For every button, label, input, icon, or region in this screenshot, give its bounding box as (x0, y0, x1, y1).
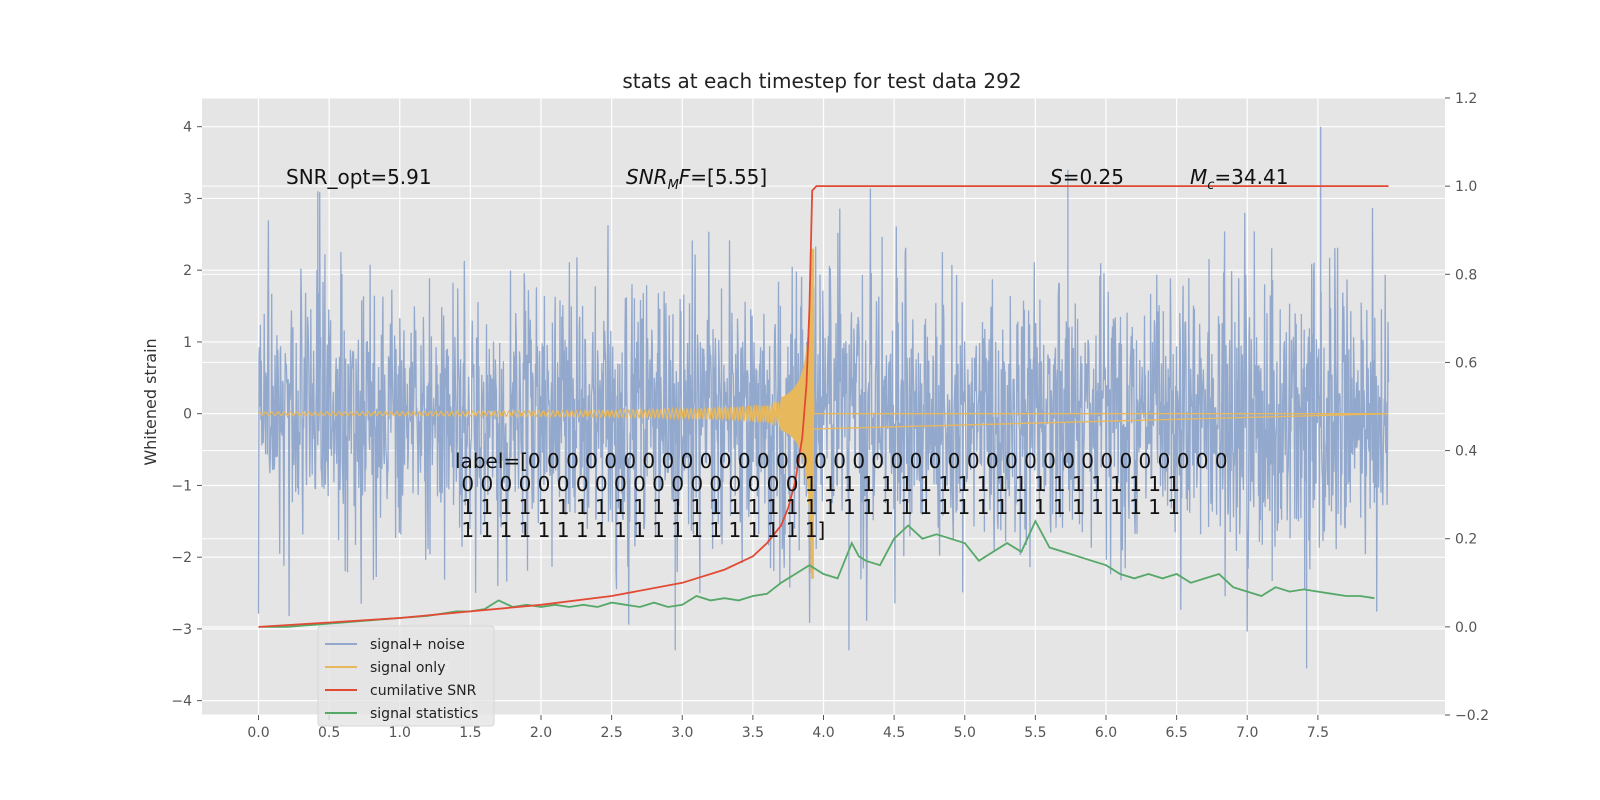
annotation-s-name: S (1050, 165, 1063, 189)
label-line-2: 0 0 0 0 0 0 0 0 0 0 0 0 0 0 0 0 0 0 1 1 … (455, 472, 1180, 496)
legend-label-signal-only: signal only (370, 660, 445, 676)
x-tick-label-0: 0.0 (247, 725, 269, 741)
y-axis-label: Whitened strain (141, 338, 160, 465)
annotation-s-value: =0.25 (1063, 165, 1124, 189)
x-tick-label-12: 6.0 (1095, 725, 1117, 741)
x-tick-label-14: 7.0 (1236, 725, 1258, 741)
line-cumulative-snr (258, 185, 1389, 628)
x-tick-label-6: 3.0 (671, 725, 693, 741)
legend-label-signal-noise: signal+ noise (370, 637, 465, 653)
y2-tick-label-1: 0.0 (1455, 620, 1477, 636)
annotation-snr-mf: SNRMF=[5.55] (626, 165, 767, 193)
legend-box (317, 625, 495, 727)
series-signal-only (258, 248, 1389, 579)
x-tick-label-13: 6.5 (1165, 725, 1187, 741)
y-tick-label-6: 2 (183, 263, 192, 279)
x-tick-label-8: 4.0 (812, 725, 834, 741)
label-line-3: 1 1 1 1 1 1 1 1 1 1 1 1 1 1 1 1 1 1 1 1 … (455, 495, 1180, 519)
y-tick-label-7: 3 (183, 191, 192, 207)
annotation-mc-value: =34.41 (1214, 165, 1288, 189)
x-tick-label-1: 0.5 (318, 725, 340, 741)
y-tick-label-1: −3 (171, 622, 192, 638)
annotation-mc-name: M (1190, 165, 1207, 189)
annotation-s: S=0.25 (1050, 165, 1124, 189)
x-tick-label-5: 2.5 (600, 725, 622, 741)
x-tick-label-2: 1.0 (389, 725, 411, 741)
annotation-mc-sub: c (1207, 178, 1214, 193)
x-tick-label-7: 3.5 (742, 725, 764, 741)
y-tick-label-2: −2 (171, 550, 192, 566)
label-annotation: label=[0 0 0 0 0 0 0 0 0 0 0 0 0 0 0 0 0… (455, 449, 1228, 542)
series-cumulative-snr (258, 185, 1389, 628)
y2-tick-label-2: 0.2 (1455, 532, 1477, 548)
x-tick-label-9: 4.5 (883, 725, 905, 741)
annotation-snr-mf-name: SNR (626, 165, 668, 189)
y2-tick-label-4: 0.6 (1455, 355, 1477, 371)
x-tick-label-15: 7.5 (1307, 725, 1329, 741)
line-signal-only (258, 248, 1389, 579)
y2-tick-label-3: 0.4 (1455, 444, 1477, 460)
series-signal-noise (257, 126, 1390, 669)
x-tick-label-10: 5.0 (954, 725, 976, 741)
legend-label-cumulative-snr: cumilative SNR (370, 683, 477, 699)
y-tick-label-5: 1 (183, 335, 192, 351)
x-tick-label-3: 1.5 (459, 725, 481, 741)
y2-tick-label-7: 1.2 (1455, 91, 1477, 107)
legend-faint-text: ise (430, 657, 450, 673)
annotation-snr-mf-value: F=[5.55] (679, 165, 767, 189)
annotation-mc: Mc=34.41 (1190, 165, 1288, 193)
label-line-1: label=[0 0 0 0 0 0 0 0 0 0 0 0 0 0 0 0 0… (455, 449, 1228, 473)
label-line-4: 1 1 1 1 1 1 1 1 1 1 1 1 1 1 1 1 1 1 1] (455, 518, 825, 542)
y-tick-label-3: −1 (171, 478, 192, 494)
y2-tick-label-0: −0.2 (1455, 708, 1489, 724)
x-tick-label-11: 5.5 (1024, 725, 1046, 741)
y-tick-label-4: 0 (183, 407, 192, 423)
y-tick-label-8: 4 (183, 120, 192, 136)
legend: ise signal+ noise signal only cumilative… (317, 625, 495, 727)
chart-title: stats at each timestep for test data 292 (622, 69, 1021, 93)
legend-label-signal-statistics: signal statistics (370, 706, 478, 722)
annotation-snr-mf-sub: M (668, 178, 679, 193)
line-signal-noise (257, 126, 1390, 669)
y2-tick-label-5: 0.8 (1455, 267, 1477, 283)
y2-tick-label-6: 1.0 (1455, 179, 1477, 195)
axis-ticks: 0.0 0.5 1.0 1.5 2.0 2.5 3.0 3.5 4.0 4.5 5.0 5.5 6.0 6… (171, 91, 1489, 741)
annotation-snr-opt: SNR_opt=5.91 (286, 165, 432, 189)
x-tick-label-4: 2.0 (530, 725, 552, 741)
annotation-snr-mf-f: F (679, 165, 691, 189)
y-tick-label-0: −4 (171, 694, 192, 710)
